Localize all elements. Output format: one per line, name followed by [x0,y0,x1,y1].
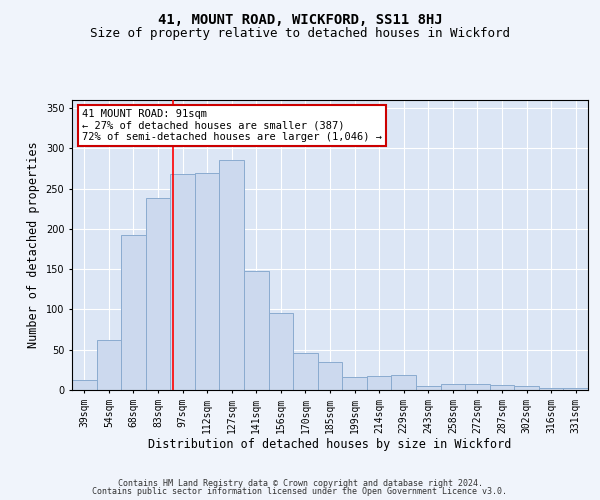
Bar [367,376,391,390]
Bar [244,271,269,390]
Bar [72,380,97,390]
Bar [490,385,514,390]
Text: Size of property relative to detached houses in Wickford: Size of property relative to detached ho… [90,28,510,40]
Y-axis label: Number of detached properties: Number of detached properties [27,142,40,348]
Bar [97,340,121,390]
Bar [269,312,293,390]
Bar [146,198,170,390]
Bar [391,374,416,390]
Bar [342,377,367,390]
Bar [195,172,220,390]
Bar [539,388,563,390]
Text: Contains public sector information licensed under the Open Government Licence v3: Contains public sector information licen… [92,487,508,496]
Bar [293,353,318,390]
Bar [465,384,490,390]
Bar [121,236,146,390]
Bar [170,174,195,390]
Bar [318,362,342,390]
Bar [440,384,465,390]
Text: 41 MOUNT ROAD: 91sqm
← 27% of detached houses are smaller (387)
72% of semi-deta: 41 MOUNT ROAD: 91sqm ← 27% of detached h… [82,108,382,142]
Bar [416,386,440,390]
X-axis label: Distribution of detached houses by size in Wickford: Distribution of detached houses by size … [148,438,512,452]
Text: Contains HM Land Registry data © Crown copyright and database right 2024.: Contains HM Land Registry data © Crown c… [118,478,482,488]
Bar [514,386,539,390]
Bar [563,388,588,390]
Bar [220,160,244,390]
Text: 41, MOUNT ROAD, WICKFORD, SS11 8HJ: 41, MOUNT ROAD, WICKFORD, SS11 8HJ [158,12,442,26]
